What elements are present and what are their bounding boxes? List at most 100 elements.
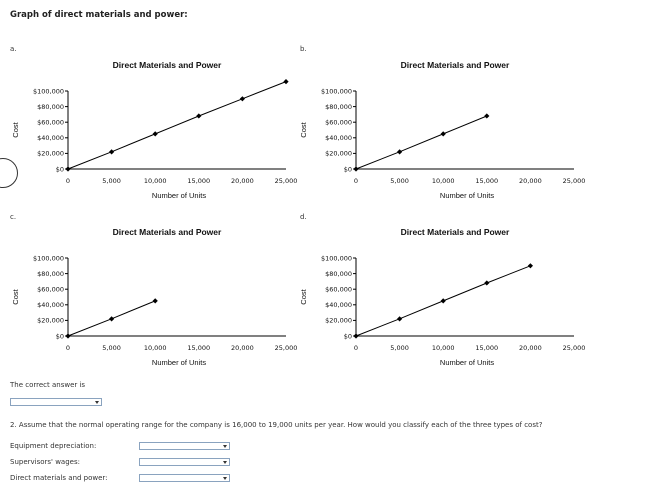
correct-answer-dropdown[interactable] xyxy=(10,398,102,406)
chart-b: Direct Materials and Power $0 $20,000 $40,0… xyxy=(288,55,588,219)
direct-materials-power-dropdown[interactable] xyxy=(139,474,230,482)
x-tick-label: 15,000 xyxy=(187,177,210,185)
x-tick-label: 5,000 xyxy=(102,177,121,185)
y-tick-label: $20,000 xyxy=(325,150,352,158)
y-tick-label: $100,000 xyxy=(33,87,64,95)
supervisors-wages-dropdown[interactable] xyxy=(139,458,230,466)
x-tick-label: 25,000 xyxy=(275,344,298,352)
supervisors-wages-label: Supervisors' wages: xyxy=(10,458,80,466)
chart-a: Direct Materials and Power $0 $20,000 $40,0… xyxy=(0,55,300,219)
x-axis-label: Number of Units xyxy=(440,358,494,367)
y-axis-label: Cost xyxy=(11,288,20,304)
data-point xyxy=(152,298,158,304)
data-point xyxy=(397,149,403,155)
equipment-depreciation-label: Equipment depreciation: xyxy=(10,442,97,450)
y-tick-label: $20,000 xyxy=(325,317,352,325)
y-axis-label: Cost xyxy=(11,121,20,137)
chart-title: Direct Materials and Power xyxy=(113,227,222,237)
series-line xyxy=(67,81,287,170)
data-point xyxy=(283,79,289,85)
chevron-down-icon xyxy=(95,401,99,404)
x-tick-label: 0 xyxy=(354,177,358,185)
data-point xyxy=(440,298,446,304)
x-tick-label: 0 xyxy=(66,177,70,185)
data-point xyxy=(196,113,202,119)
chart-c: Direct Materials and Power $0 $20,000 $40,0… xyxy=(0,222,300,386)
y-tick-label: $60,000 xyxy=(325,119,352,127)
chevron-down-icon xyxy=(223,445,227,448)
direct-materials-power-label: Direct materials and power: xyxy=(10,474,108,482)
chart-d: Direct Materials and Power $0 $20,000 $40,0… xyxy=(288,222,588,386)
chart-title: Direct Materials and Power xyxy=(113,60,222,70)
data-point xyxy=(109,316,115,322)
y-tick-label: $0 xyxy=(344,165,352,173)
x-tick-label: 20,000 xyxy=(231,177,254,185)
panel-label-c: c. xyxy=(10,213,17,221)
data-point xyxy=(239,96,245,102)
chart-b-svg: Direct Materials and Power $0 $20,000 $40,0… xyxy=(299,60,586,200)
panel-label-d: d. xyxy=(300,213,307,221)
x-tick-label: 25,000 xyxy=(275,177,298,185)
data-point xyxy=(65,166,71,172)
x-tick-label: 0 xyxy=(354,344,358,352)
data-point xyxy=(152,131,158,137)
y-tick-label: $80,000 xyxy=(325,270,352,278)
chart-a-svg: Direct Materials and Power $0 $20,000 $40,0… xyxy=(11,60,298,200)
y-tick-label: $40,000 xyxy=(37,134,64,142)
data-point xyxy=(484,280,490,286)
x-tick-label: 0 xyxy=(66,344,70,352)
chart-d-svg: Direct Materials and Power $0 $20,000 $40,0… xyxy=(299,227,586,367)
y-tick-label: $80,000 xyxy=(37,270,64,278)
x-tick-label: 25,000 xyxy=(563,177,586,185)
data-point xyxy=(440,131,446,137)
equipment-depreciation-dropdown[interactable] xyxy=(139,442,230,450)
data-point xyxy=(527,263,533,269)
chevron-down-icon xyxy=(223,461,227,464)
x-tick-label: 15,000 xyxy=(475,344,498,352)
y-tick-label: $20,000 xyxy=(37,150,64,158)
x-tick-label: 10,000 xyxy=(144,177,167,185)
data-point xyxy=(65,333,71,339)
y-tick-label: $100,000 xyxy=(321,254,352,262)
chart-title: Direct Materials and Power xyxy=(401,227,510,237)
data-point xyxy=(109,149,115,155)
x-tick-label: 5,000 xyxy=(390,177,409,185)
y-tick-label: $40,000 xyxy=(325,301,352,309)
data-point xyxy=(353,333,359,339)
x-tick-label: 20,000 xyxy=(519,344,542,352)
y-tick-label: $0 xyxy=(344,332,352,340)
chart-c-svg: Direct Materials and Power $0 $20,000 $40,0… xyxy=(11,227,298,367)
x-tick-label: 25,000 xyxy=(563,344,586,352)
y-tick-label: $20,000 xyxy=(37,317,64,325)
x-tick-label: 5,000 xyxy=(102,344,121,352)
x-tick-label: 10,000 xyxy=(432,344,455,352)
x-tick-label: 10,000 xyxy=(144,344,167,352)
y-tick-label: $0 xyxy=(56,165,64,173)
chevron-down-icon xyxy=(223,477,227,480)
x-tick-label: 15,000 xyxy=(475,177,498,185)
y-tick-label: $100,000 xyxy=(321,87,352,95)
chart-title: Direct Materials and Power xyxy=(401,60,510,70)
panel-label-a: a. xyxy=(10,45,17,53)
x-tick-label: 20,000 xyxy=(231,344,254,352)
page-heading: Graph of direct materials and power: xyxy=(10,10,188,20)
y-tick-label: $80,000 xyxy=(37,103,64,111)
x-tick-label: 10,000 xyxy=(432,177,455,185)
data-point xyxy=(397,316,403,322)
y-tick-label: $100,000 xyxy=(33,254,64,262)
x-tick-label: 15,000 xyxy=(187,344,210,352)
y-tick-label: $60,000 xyxy=(37,286,64,294)
x-axis-label: Number of Units xyxy=(440,191,494,200)
y-tick-label: $40,000 xyxy=(325,134,352,142)
y-tick-label: $40,000 xyxy=(37,301,64,309)
data-point xyxy=(353,166,359,172)
x-axis-label: Number of Units xyxy=(152,191,206,200)
correct-answer-label: The correct answer is xyxy=(10,381,86,389)
series-line xyxy=(355,115,487,170)
y-tick-label: $80,000 xyxy=(325,103,352,111)
y-tick-label: $60,000 xyxy=(37,119,64,127)
question-2-text: 2. Assume that the normal operating rang… xyxy=(10,421,543,429)
data-point xyxy=(484,113,490,119)
y-tick-label: $60,000 xyxy=(325,286,352,294)
x-tick-label: 5,000 xyxy=(390,344,409,352)
